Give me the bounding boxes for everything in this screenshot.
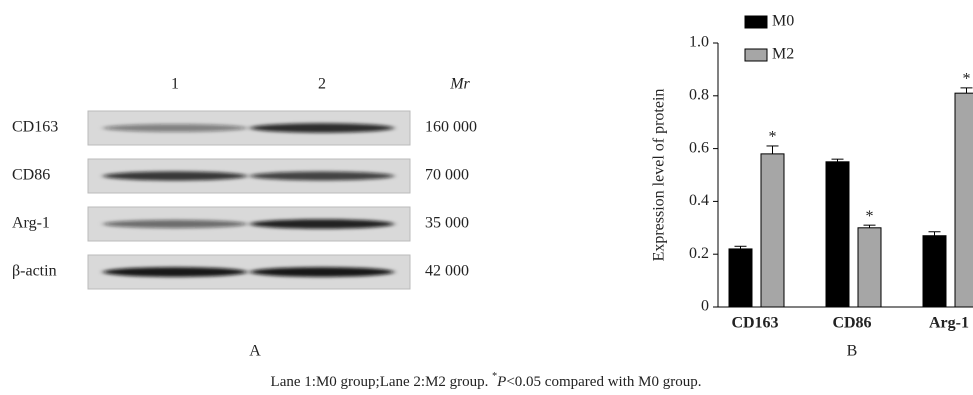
row-label: Arg-1 — [12, 215, 50, 232]
blot-band — [250, 172, 394, 181]
x-tick-label: Arg-1 — [929, 315, 969, 332]
blot-band — [103, 171, 247, 180]
y-tick-label: 0.4 — [689, 192, 709, 209]
western-blot: 1 2 Mr CD163 160 000 CD86 70 000 Arg-1 35 000 β-a… — [12, 76, 477, 289]
blot-band — [103, 267, 247, 277]
mr-header: Mr — [449, 76, 470, 93]
caption: Lane 1:M0 group;Lane 2:M2 group. *P<0.05… — [271, 371, 702, 390]
mr-label: 35 000 — [425, 215, 469, 232]
error-bar — [929, 232, 941, 236]
x-tick-label: CD86 — [832, 315, 871, 332]
bar — [826, 162, 849, 307]
bar — [858, 228, 881, 307]
mr-label: 70 000 — [425, 167, 469, 184]
bar — [955, 93, 973, 307]
blot-band — [250, 267, 394, 277]
legend-label: M0 — [772, 13, 794, 30]
blot-band — [250, 219, 394, 229]
y-tick-label: 0 — [701, 298, 709, 315]
y-tick-label: 0.8 — [689, 86, 709, 103]
panel-label: B — [847, 343, 858, 360]
bar — [761, 154, 784, 307]
row-label: CD163 — [12, 119, 58, 136]
x-tick-label: CD163 — [731, 315, 778, 332]
mr-label: 160 000 — [425, 119, 477, 136]
y-tick-label: 0.6 — [689, 139, 709, 156]
significance-marker: * — [963, 71, 971, 88]
caption-text: <0.05 compared with M0 group. — [506, 374, 701, 390]
bar — [729, 249, 752, 307]
blot-band — [103, 124, 247, 132]
caption-text: Lane 1:M0 group;Lane 2:M2 group. — [271, 374, 493, 390]
lane-label: 1 — [171, 76, 179, 93]
legend-label: M2 — [772, 46, 794, 63]
bar — [923, 236, 946, 307]
caption-italic: P — [496, 374, 506, 390]
legend-swatch — [745, 49, 767, 61]
row-label: β-actin — [12, 263, 57, 280]
error-bar — [961, 88, 973, 93]
blot-band — [103, 220, 247, 228]
y-tick-label: 0.2 — [689, 245, 709, 262]
y-tick-label: 1.0 — [689, 34, 709, 51]
panel-label: A — [249, 343, 261, 360]
legend-swatch — [745, 16, 767, 28]
mr-label: 42 000 — [425, 263, 469, 280]
row-label: CD86 — [12, 167, 50, 184]
significance-marker: * — [769, 129, 777, 146]
lane-label: 2 — [318, 76, 326, 93]
y-axis-label: Expression level of protein — [651, 89, 668, 262]
error-bar — [767, 146, 779, 154]
significance-marker: * — [866, 208, 874, 225]
blot-band — [250, 123, 394, 132]
figure: 1 2 Mr CD163 160 000 CD86 70 000 Arg-1 35 000 β-a… — [0, 0, 973, 395]
